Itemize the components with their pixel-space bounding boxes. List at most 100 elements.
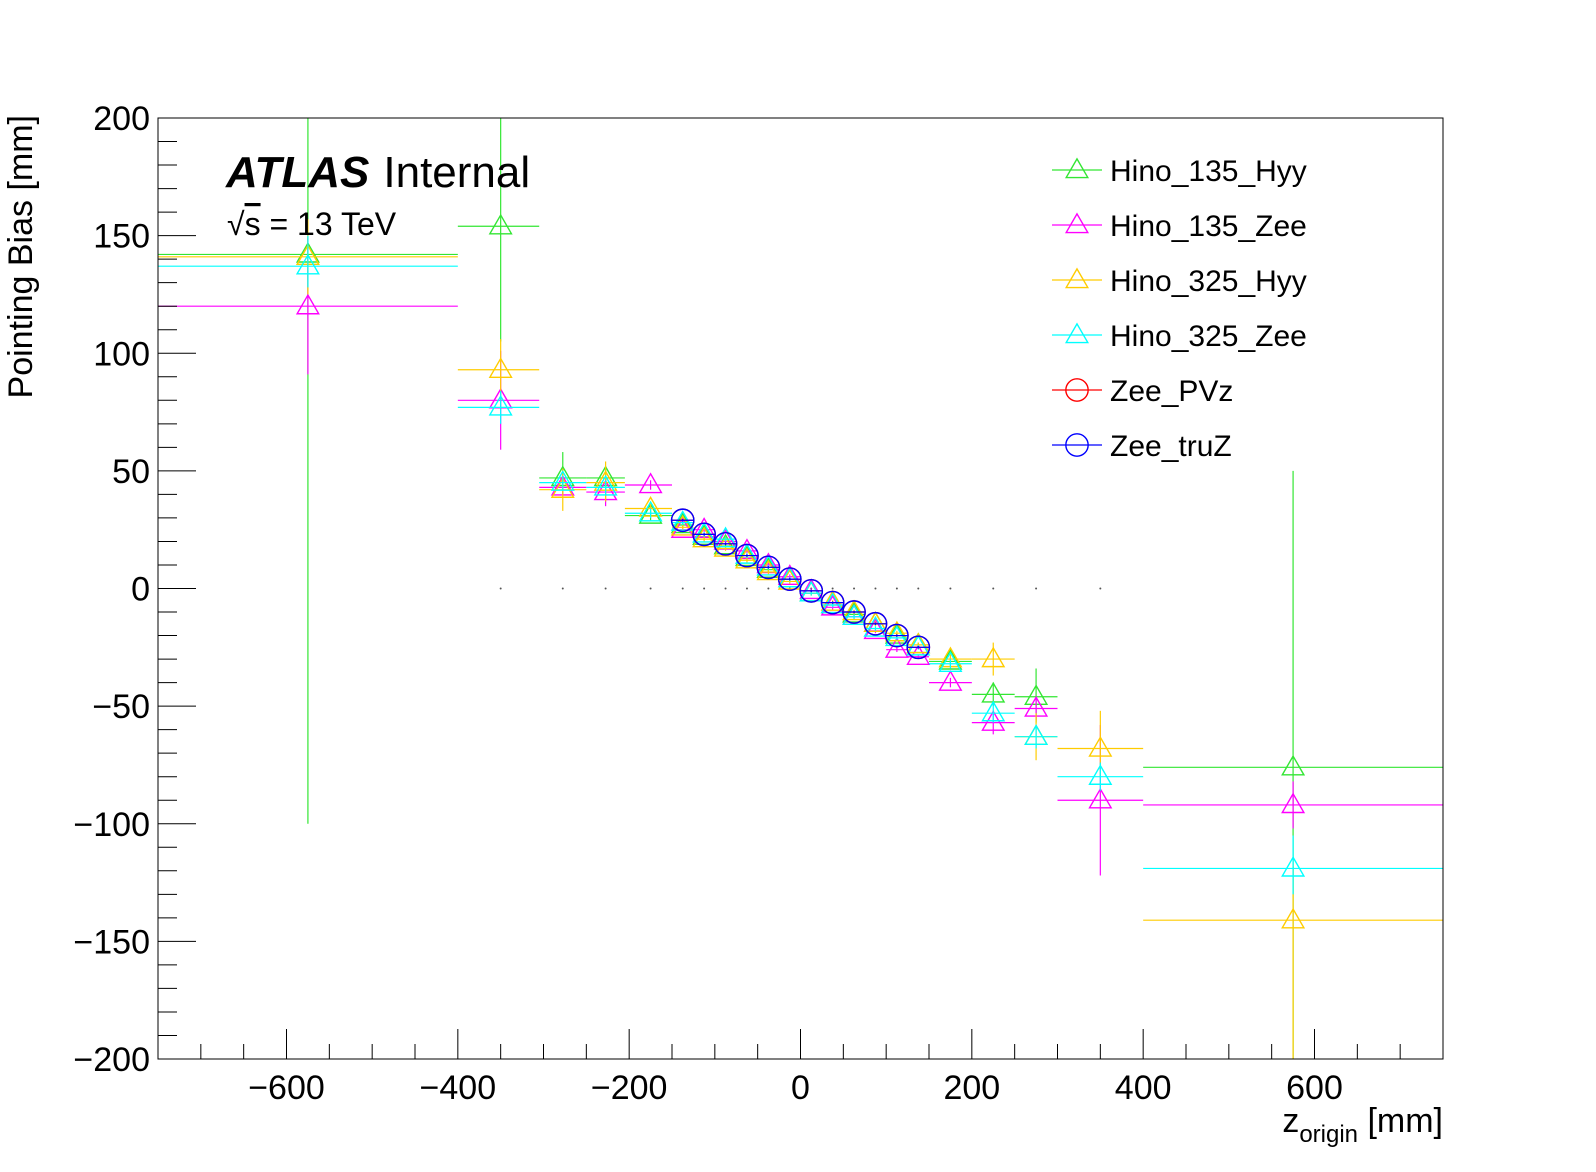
triangle-marker [842, 604, 867, 625]
circle-marker [777, 567, 802, 591]
y-tick-label: −100 [73, 806, 150, 844]
x-tick-label: 200 [943, 1069, 1000, 1107]
y-tick-label: 50 [112, 453, 150, 491]
triangle-marker [1064, 212, 1090, 234]
energy-label-root: √ [227, 206, 245, 242]
data-point [457, 118, 540, 342]
data-point [713, 526, 738, 548]
zero-marker [499, 587, 502, 590]
data-point [539, 470, 587, 491]
y-tick-label: 100 [93, 335, 150, 373]
triangle-marker [777, 566, 802, 588]
triangle-marker [550, 477, 575, 498]
energy-label-s: s [245, 206, 261, 242]
triangle-marker [713, 526, 738, 548]
zero-marker [874, 587, 877, 590]
data-point [735, 543, 759, 568]
data-series [158, 118, 1443, 1059]
triangle-marker [1088, 764, 1113, 785]
x-axis-label-unit: [mm] [1358, 1102, 1443, 1140]
triangle-marker [884, 620, 909, 642]
data-point [863, 611, 888, 636]
x-tick-label: −400 [420, 1069, 497, 1107]
zero-markers [499, 587, 1102, 590]
zero-marker [949, 587, 952, 590]
triangle-marker [488, 357, 513, 378]
circle-marker [756, 555, 781, 580]
data-point [692, 522, 716, 547]
y-tick-label: −200 [73, 1041, 150, 1079]
data-point [884, 637, 909, 658]
atlas-label-bold: ATLAS [225, 148, 369, 197]
y-axis-label: Pointing Bias [mm] [2, 115, 40, 398]
x-axis-label-main: z [1282, 1102, 1299, 1140]
triangle-marker [1281, 754, 1306, 776]
data-point [1057, 762, 1144, 791]
zero-marker [831, 587, 834, 590]
zero-marker [649, 587, 652, 590]
data-point [1143, 866, 1443, 1059]
y-tick-label: 200 [93, 100, 150, 138]
data-point [734, 547, 759, 569]
zero-marker [1099, 587, 1102, 590]
triangle-marker [1024, 724, 1049, 745]
triangle-marker [670, 514, 695, 536]
data-point [929, 670, 972, 691]
legend-entry: Hino_325_Zee [1052, 320, 1307, 353]
triangle-marker [295, 253, 320, 275]
zero-marker [767, 587, 770, 590]
circle-marker [906, 635, 931, 660]
data-point [670, 508, 695, 533]
triangle-marker [1064, 322, 1090, 344]
data-point [756, 555, 781, 580]
legend-entry: Hino_325_Hyy [1052, 265, 1307, 298]
data-point [863, 615, 888, 637]
data-point [885, 623, 909, 648]
data-point [799, 578, 824, 603]
circle-marker [885, 623, 909, 648]
legend-label: Zee_truZ [1110, 430, 1232, 463]
triangle-marker [842, 599, 867, 621]
circle-marker [820, 590, 845, 615]
triangle-marker [734, 547, 759, 569]
zero-marker [604, 587, 607, 590]
triangle-marker [638, 500, 663, 522]
triangle-marker [692, 526, 717, 548]
triangle-marker [777, 564, 802, 585]
legend-entry: Zee_PVz [1052, 375, 1233, 408]
circle-marker [692, 522, 716, 547]
x-axis-label: zorigin [mm] [1282, 1102, 1443, 1148]
triangle-marker [638, 472, 663, 494]
data-point [158, 235, 458, 288]
data-point [457, 339, 540, 401]
triangle-marker [938, 651, 963, 673]
x-tick-label: −200 [591, 1069, 668, 1107]
axes: −600 −400 −200 0 200 400 600 −200 −150 −100 −50 0 50… [73, 100, 1444, 1107]
zero-marker [703, 587, 706, 590]
zero-marker [724, 587, 727, 590]
zero-marker [681, 587, 684, 590]
x-tick-label: 400 [1115, 1069, 1172, 1107]
legend-label: Hino_135_Hyy [1110, 155, 1307, 188]
data-point [842, 604, 867, 625]
legend-entry: Zee_truZ [1052, 430, 1232, 463]
data-point [670, 514, 695, 536]
triangle-marker [981, 700, 1006, 722]
circle-marker [1065, 378, 1089, 402]
circle-marker [670, 508, 695, 533]
data-point [624, 500, 672, 522]
circle-marker [1065, 433, 1089, 457]
legend-label: Hino_325_Hyy [1110, 265, 1307, 298]
y-tick-label: −150 [73, 923, 150, 961]
legend: Hino_135_Hyy Hino_135_Zee Hino_325_Hyy Hino… [1052, 155, 1307, 463]
data-point [929, 651, 972, 673]
legend-label: Hino_325_Zee [1110, 320, 1307, 353]
atlas-label: ATLAS Internal [225, 148, 530, 197]
circle-marker [799, 578, 824, 603]
data-point [1143, 781, 1443, 829]
data-point [586, 474, 625, 496]
zero-marker [1035, 587, 1038, 590]
data-point [756, 559, 781, 581]
y-tick-label: 150 [93, 218, 150, 256]
